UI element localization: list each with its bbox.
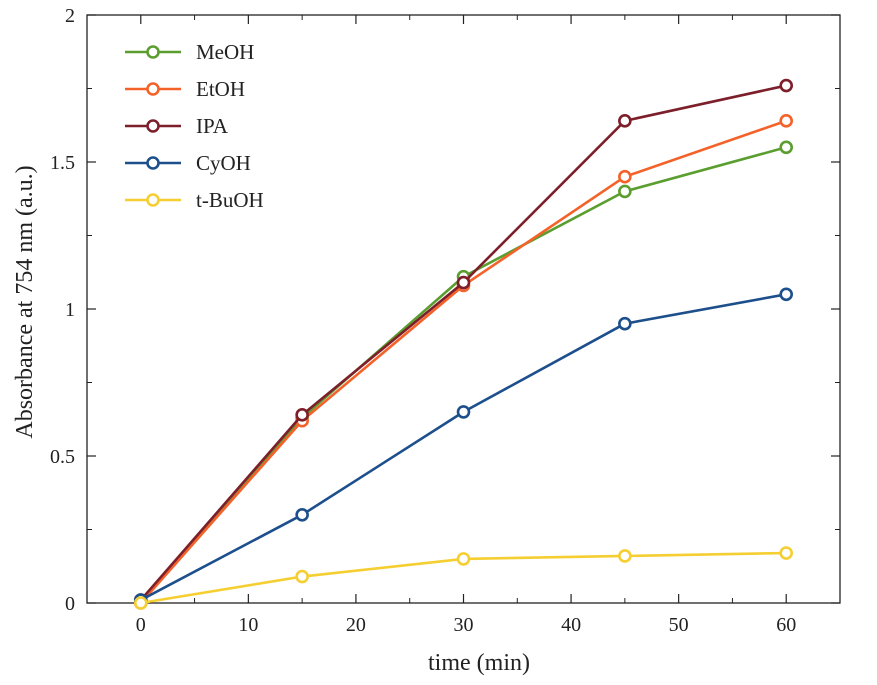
data-point-t-buoh — [456, 552, 471, 566]
legend-label: IPA — [196, 114, 229, 138]
legend-swatch-marker — [146, 119, 160, 133]
x-tick-label: 0 — [136, 614, 146, 636]
data-point-t-buoh — [779, 546, 794, 560]
data-point-etoh — [779, 114, 794, 128]
legend-item-cyoh: CyOH — [125, 151, 251, 175]
data-point-ipa — [295, 408, 309, 422]
legend-item-t-buoh: t-BuOH — [125, 188, 264, 212]
legend: MeOH EtOH IPA CyOH t-BuOH — [125, 40, 264, 212]
legend-item-ipa: IPA — [125, 114, 229, 138]
series-layer — [133, 78, 794, 610]
data-point-t-buoh — [618, 549, 632, 563]
series-line-meoh — [139, 146, 787, 601]
x-tick-label: 60 — [776, 614, 796, 636]
legend-item-meoh: MeOH — [125, 40, 254, 64]
data-point-ipa — [456, 275, 471, 290]
series-t-buoh — [133, 546, 794, 610]
legend-label: MeOH — [196, 40, 254, 64]
data-point-etoh — [618, 169, 632, 184]
data-point-cyoh — [618, 316, 632, 331]
axes: 0 10 20 30 40 50 60 0 0.5 1 1.5 2 — [50, 5, 841, 636]
y-tick-label: 0.5 — [50, 446, 75, 468]
legend-swatch-marker — [146, 193, 160, 207]
data-point-ipa — [618, 114, 632, 128]
data-point-meoh — [779, 140, 794, 155]
x-tick-label: 10 — [238, 614, 258, 636]
data-point-ipa — [779, 78, 794, 93]
y-tick-label: 0 — [65, 593, 75, 615]
x-tick-label: 40 — [561, 614, 581, 636]
x-tick-label: 30 — [454, 614, 474, 636]
legend-label: EtOH — [196, 77, 245, 101]
legend-swatch-marker — [146, 82, 160, 96]
data-point-cyoh — [779, 287, 794, 302]
data-point-cyoh — [295, 507, 309, 522]
x-axis-title: time (min) — [428, 650, 530, 676]
data-point-cyoh — [456, 405, 471, 419]
legend-item-etoh: EtOH — [125, 77, 245, 101]
legend-label: t-BuOH — [196, 188, 264, 212]
y-axis-title: Absorbance at 754 nm (a.u.) — [12, 165, 38, 438]
y-tick-label: 1.5 — [50, 152, 75, 174]
x-tick-label: 20 — [346, 614, 366, 636]
y-tick-label: 2 — [65, 5, 75, 27]
legend-swatch-marker — [146, 156, 160, 170]
plot-frame — [86, 14, 841, 604]
legend-swatch-marker — [146, 45, 160, 59]
data-point-t-buoh — [133, 596, 148, 610]
y-tick-label: 1 — [65, 299, 75, 321]
legend-label: CyOH — [196, 151, 251, 175]
data-point-meoh — [618, 184, 632, 199]
data-point-t-buoh — [295, 569, 309, 584]
x-tick-label: 50 — [669, 614, 689, 636]
